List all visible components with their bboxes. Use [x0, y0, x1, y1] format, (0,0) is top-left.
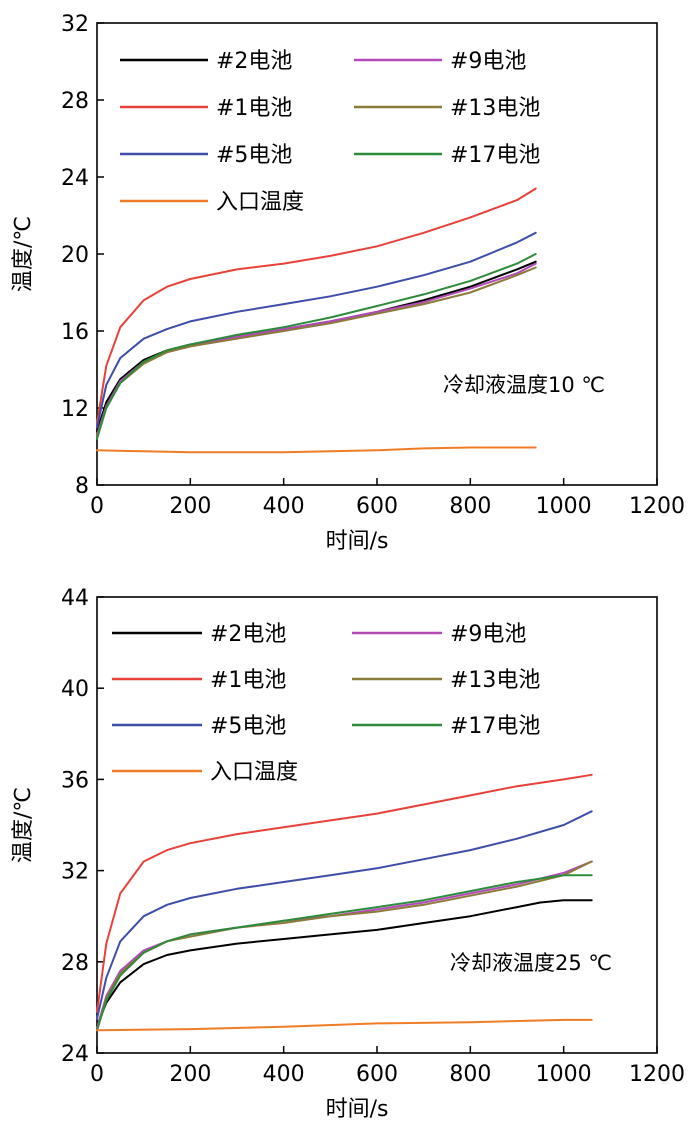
y-tick-label: 16 — [61, 320, 89, 345]
legend-label: #13电池 — [450, 668, 540, 693]
legend-label: 入口温度 — [216, 190, 304, 215]
y-tick-label: 20 — [61, 243, 89, 268]
y-axis-label: 温度/℃ — [11, 787, 36, 863]
y-tick-label: 12 — [61, 397, 89, 422]
y-tick-label: 24 — [61, 1042, 89, 1067]
legend-label: #1电池 — [210, 668, 286, 693]
legend-label: #1电池 — [216, 96, 292, 121]
legend-label: #2电池 — [210, 622, 286, 647]
series-line-2 — [96, 187, 537, 425]
annotation-coolant-temp: 冷却液温度25 ℃ — [450, 951, 612, 975]
legend-label: #9电池 — [450, 622, 526, 647]
legend-label: #13电池 — [450, 96, 540, 121]
series-line-1 — [96, 260, 537, 433]
series-line-1 — [96, 899, 593, 1027]
legend-label: #17电池 — [450, 714, 540, 739]
series-line-6 — [96, 253, 537, 440]
chart-1: 0 200 400 600 800 1000 1200 8 12 16 20 24 28 32 时间/s 温度… — [11, 12, 685, 554]
series-line-4 — [96, 262, 537, 436]
legend-label: #5电池 — [210, 714, 286, 739]
y-tick-label: 28 — [61, 951, 89, 976]
x-tick-label: 1200 — [629, 494, 685, 519]
x-tick-label: 1000 — [536, 1062, 592, 1087]
x-tick-label: 0 — [90, 1062, 104, 1087]
series-line-7 — [96, 1018, 593, 1032]
x-axis-label: 时间/s — [326, 1097, 389, 1122]
x-tick-label: 800 — [449, 494, 491, 519]
x-tick-label: 600 — [356, 494, 398, 519]
x-tick-label: 1200 — [629, 1062, 685, 1087]
series-line-3 — [96, 810, 593, 1020]
series-line-5 — [96, 860, 593, 1032]
plot-frame — [96, 22, 658, 486]
x-tick-label: 400 — [263, 1062, 305, 1087]
y-tick-label: 8 — [75, 474, 89, 499]
x-tick-label: 0 — [90, 494, 104, 519]
y-tick-label: 32 — [61, 860, 89, 885]
y-tick-label: 36 — [61, 768, 89, 793]
x-tick-label: 800 — [449, 1062, 491, 1087]
y-axis-label: 温度/℃ — [11, 216, 36, 292]
legend-label: #9电池 — [450, 49, 526, 74]
series-line-3 — [96, 231, 537, 429]
series-line-6 — [96, 874, 593, 1032]
y-tick-label: 44 — [61, 586, 89, 611]
x-tick-label: 400 — [263, 494, 305, 519]
chart-2: 0 200 400 600 800 1000 1200 24 28 32 36 40 44 时间/s 温度/… — [11, 586, 685, 1122]
y-tick-label: 24 — [61, 166, 89, 191]
y-tick-label: 40 — [61, 677, 89, 702]
x-axis-label: 时间/s — [326, 529, 389, 554]
legend-label: 入口温度 — [210, 760, 298, 785]
series-line-7 — [96, 446, 537, 454]
x-tick-label: 200 — [169, 1062, 211, 1087]
annotation-coolant-temp: 冷却液温度10 ℃ — [443, 373, 605, 397]
legend-label: #2电池 — [216, 49, 292, 74]
x-tick-label: 600 — [356, 1062, 398, 1087]
y-tick-label: 32 — [61, 12, 89, 37]
x-tick-label: 1000 — [536, 494, 592, 519]
x-tick-label: 200 — [169, 494, 211, 519]
legend-label: #17电池 — [450, 143, 540, 168]
legend-label: #5电池 — [216, 143, 292, 168]
series-line-2 — [96, 773, 593, 1013]
plot-frame — [96, 596, 658, 1054]
y-tick-label: 28 — [61, 89, 89, 114]
